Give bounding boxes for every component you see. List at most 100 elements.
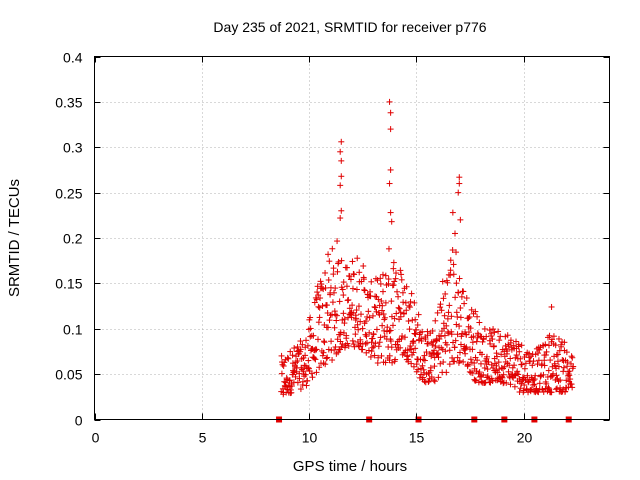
data-point — [312, 356, 319, 363]
data-point — [435, 374, 442, 381]
data-point — [349, 337, 356, 344]
data-point — [484, 373, 491, 380]
data-point — [345, 296, 352, 303]
data-point — [338, 173, 345, 180]
data-point — [373, 326, 380, 333]
data-point — [443, 369, 450, 376]
data-point — [396, 305, 403, 312]
data-point — [355, 303, 362, 310]
data-point — [449, 354, 456, 361]
data-point — [446, 347, 453, 354]
data-point — [365, 308, 372, 315]
data-point — [497, 333, 504, 340]
data-point — [490, 364, 497, 371]
data-point — [371, 303, 378, 310]
data-point — [302, 371, 309, 378]
data-point — [319, 302, 326, 309]
data-point — [505, 343, 512, 350]
data-point — [414, 321, 421, 328]
data-point — [303, 382, 310, 389]
data-point — [381, 314, 388, 321]
data-point — [463, 331, 470, 338]
data-point — [411, 330, 418, 337]
data-point — [325, 251, 332, 258]
data-point — [477, 360, 484, 367]
chart-title: Day 235 of 2021, SRMTID for receiver p77… — [213, 19, 486, 35]
data-point — [407, 342, 414, 349]
data-point — [361, 287, 368, 294]
y-tick-label: 0.1 — [63, 322, 83, 338]
data-point — [357, 318, 364, 325]
data-point — [380, 311, 387, 318]
data-point — [399, 333, 406, 340]
data-point — [296, 375, 303, 382]
data-point — [430, 377, 437, 384]
data-point — [382, 359, 389, 366]
data-point — [433, 337, 440, 344]
data-point — [402, 299, 409, 306]
data-point — [290, 369, 297, 376]
data-point — [537, 373, 544, 380]
data-point — [345, 342, 352, 349]
data-point — [363, 333, 370, 340]
x-tick-label: 10 — [302, 430, 318, 446]
data-point — [530, 377, 537, 384]
data-point — [387, 166, 394, 173]
data-point — [449, 209, 456, 216]
data-point — [369, 344, 376, 351]
data-point — [549, 336, 556, 343]
y-tick-label: 0.15 — [55, 276, 82, 292]
data-point — [535, 357, 542, 364]
y-axis: 0 0.05 0.1 0.15 0.2 0.25 0.3 0.35 0.4 — [55, 50, 610, 429]
data-point — [359, 325, 366, 332]
data-point — [353, 286, 360, 293]
data-point — [386, 352, 393, 359]
data-point — [462, 350, 469, 357]
data-point — [307, 314, 314, 321]
data-point — [442, 290, 449, 297]
data-point — [494, 353, 501, 360]
data-point — [512, 354, 519, 361]
data-point — [507, 381, 514, 388]
data-point — [351, 324, 358, 331]
data-point — [301, 362, 308, 369]
data-point — [491, 343, 498, 350]
data-point — [469, 370, 476, 377]
data-point — [480, 371, 487, 378]
data-point — [387, 338, 394, 345]
data-point — [322, 269, 329, 276]
data-point — [362, 340, 369, 347]
data-point — [376, 339, 383, 346]
data-point — [400, 299, 407, 306]
data-point — [379, 322, 386, 329]
data-point — [370, 331, 377, 338]
data-point — [393, 270, 400, 277]
data-point — [387, 126, 394, 133]
data-point — [478, 351, 485, 358]
data-point — [284, 354, 291, 361]
data-point — [390, 265, 397, 272]
data-point — [568, 353, 575, 360]
data-point — [536, 380, 543, 387]
x-axis: 0 5 10 15 20 — [92, 56, 532, 446]
data-point — [353, 307, 360, 314]
data-point — [435, 354, 442, 361]
data-point — [451, 358, 458, 365]
data-point — [491, 329, 498, 336]
data-point — [530, 358, 537, 365]
data-point — [371, 352, 378, 359]
data-point — [542, 341, 549, 348]
x-tick-label: 15 — [409, 430, 425, 446]
data-point — [448, 331, 455, 338]
data-point — [481, 365, 488, 372]
data-point — [378, 352, 385, 359]
data-point — [552, 342, 559, 349]
data-point — [387, 109, 394, 116]
data-point — [334, 268, 341, 275]
data-point — [332, 343, 339, 350]
data-point — [359, 346, 366, 353]
data-point — [366, 329, 373, 336]
data-point — [305, 357, 312, 364]
data-point — [389, 359, 396, 366]
grid-lines — [94, 56, 610, 420]
